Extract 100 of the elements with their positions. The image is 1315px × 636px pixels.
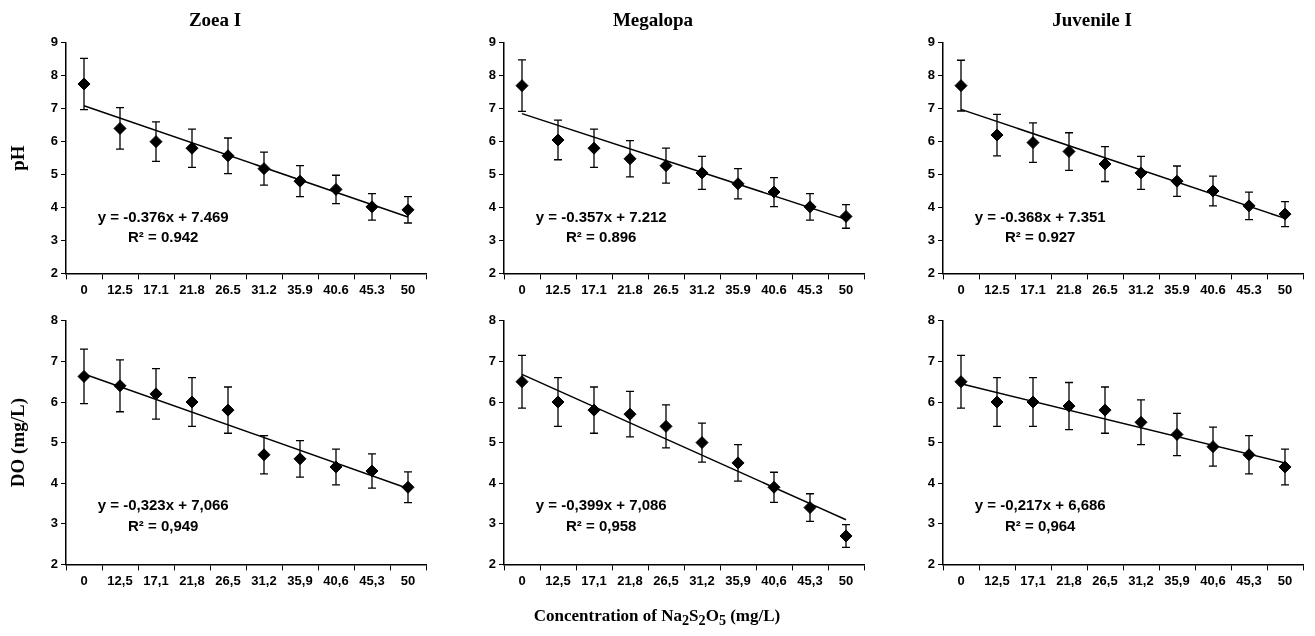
y-tick-label: 5: [927, 434, 935, 450]
chart-title: Zoea I: [188, 9, 242, 31]
x-tick-label: 17.1: [1020, 281, 1046, 297]
x-tick-label: 45.3: [1236, 281, 1262, 297]
x-tick-label: 35.9: [287, 281, 313, 297]
x-tick-label: 31.2: [251, 281, 277, 297]
x-tick-label: 31.2: [1128, 281, 1154, 297]
y-tick-label: 7: [927, 352, 935, 368]
x-tick-label: 12,5: [107, 572, 133, 588]
x-tick-label: 40.6: [1200, 281, 1226, 297]
x-tick-label: 45.3: [797, 281, 823, 297]
y-tick-label: 8: [488, 67, 496, 83]
annotation: y = -0,399x + 7,086: [535, 496, 667, 514]
y-tick-label: 8: [488, 312, 496, 328]
x-tick-label: 26.5: [653, 281, 679, 297]
annotation: R² = 0.942: [127, 227, 199, 245]
annotation: R² = 0,958: [565, 516, 637, 534]
y-tick-label: 8: [50, 312, 58, 328]
y-axis-title: DO (mg/L): [7, 398, 30, 488]
y-tick-label: 7: [488, 352, 496, 368]
x-tick-label: 17,1: [143, 572, 169, 588]
x-tick-label: 26.5: [215, 281, 241, 297]
y-tick-label: 7: [927, 100, 935, 116]
x-tick-label: 31.2: [689, 281, 715, 297]
x-tick-label: 35.9: [1164, 281, 1190, 297]
y-tick-label: 7: [50, 352, 58, 368]
x-tick-label: 21,8: [179, 572, 205, 588]
y-tick-label: 2: [927, 264, 935, 280]
y-tick-label: 3: [927, 515, 935, 531]
y-tick-label: 4: [927, 199, 936, 215]
x-tick-label: 21,8: [1056, 572, 1082, 588]
x-tick-label: 0: [518, 572, 526, 588]
y-tick-label: 4: [488, 199, 497, 215]
x-tick-label: 17,1: [581, 572, 607, 588]
y-tick-label: 6: [488, 133, 496, 149]
x-tick-label: 35,9: [287, 572, 313, 588]
x-tick-label: 40.6: [761, 281, 787, 297]
x-tick-label: 17.1: [143, 281, 169, 297]
y-tick-label: 3: [488, 232, 496, 248]
x-tick-label: 12,5: [984, 572, 1010, 588]
x-tick-label: 50: [400, 281, 416, 297]
y-tick-label: 4: [488, 474, 497, 490]
y-tick-label: 2: [488, 264, 496, 280]
y-tick-label: 4: [927, 474, 936, 490]
x-tick-label: 26.5: [1092, 281, 1118, 297]
y-tick-label: 8: [927, 67, 935, 83]
x-tick-label: 26,5: [653, 572, 679, 588]
annotation: R² = 0,949: [127, 516, 199, 534]
y-tick-label: 6: [50, 393, 58, 409]
x-tick-label: 31,2: [1128, 572, 1154, 588]
x-tick-label: 40.6: [323, 281, 349, 297]
y-tick-label: 2: [927, 555, 935, 571]
y-tick-label: 3: [50, 232, 58, 248]
x-tick-label: 0: [80, 572, 88, 588]
annotation: R² = 0,964: [1004, 516, 1077, 534]
y-tick-label: 4: [50, 474, 59, 490]
x-tick-label: 40,6: [761, 572, 787, 588]
x-tick-label: 31,2: [689, 572, 715, 588]
annotation: y = -0,323x + 7,066: [97, 496, 229, 514]
y-tick-label: 5: [927, 166, 935, 182]
x-tick-label: 12.5: [984, 281, 1010, 297]
x-tick-label: 31,2: [251, 572, 277, 588]
x-tick-label: 17.1: [581, 281, 607, 297]
x-tick-label: 21.8: [617, 281, 643, 297]
chart-title: Juvenile I: [1052, 9, 1132, 31]
x-tick-label: 40,6: [323, 572, 349, 588]
y-tick-label: 7: [488, 100, 496, 116]
x-tick-label: 50: [1277, 572, 1293, 588]
x-tick-label: 45,3: [1236, 572, 1262, 588]
y-tick-label: 9: [50, 34, 58, 50]
x-tick-label: 26,5: [1092, 572, 1118, 588]
y-tick-label: 6: [488, 393, 496, 409]
y-tick-label: 8: [50, 67, 58, 83]
y-tick-label: 2: [488, 555, 496, 571]
annotation: y = -0.368x + 7.351: [974, 208, 1106, 226]
annotation: R² = 0.927: [1004, 227, 1076, 245]
x-tick-label: 45,3: [359, 572, 385, 588]
x-tick-label: 50: [1277, 281, 1293, 297]
x-tick-label: 50: [400, 572, 416, 588]
x-axis-title: Concentration of Na$_{2}$S$_{2}$O$_{5}$ (mg/L): [532, 606, 782, 630]
y-tick-label: 3: [488, 515, 496, 531]
x-tick-label: 12,5: [545, 572, 571, 588]
y-axis-title: pH: [7, 145, 29, 171]
x-tick-label: 45.3: [359, 281, 385, 297]
chart-title: Megalopa: [612, 9, 694, 31]
y-tick-label: 6: [927, 133, 935, 149]
x-tick-label: 50: [838, 572, 854, 588]
y-tick-label: 3: [927, 232, 935, 248]
x-tick-label: 21.8: [179, 281, 205, 297]
x-tick-label: 21,8: [617, 572, 643, 588]
y-tick-label: 5: [488, 166, 496, 182]
x-tick-label: 21.8: [1056, 281, 1082, 297]
y-tick-label: 5: [50, 434, 58, 450]
y-tick-label: 5: [488, 434, 496, 450]
y-tick-label: 8: [927, 312, 935, 328]
y-tick-label: 6: [50, 133, 58, 149]
y-tick-label: 4: [50, 199, 59, 215]
x-tick-label: 35.9: [725, 281, 751, 297]
x-tick-label: 17,1: [1020, 572, 1046, 588]
y-tick-label: 6: [927, 393, 935, 409]
